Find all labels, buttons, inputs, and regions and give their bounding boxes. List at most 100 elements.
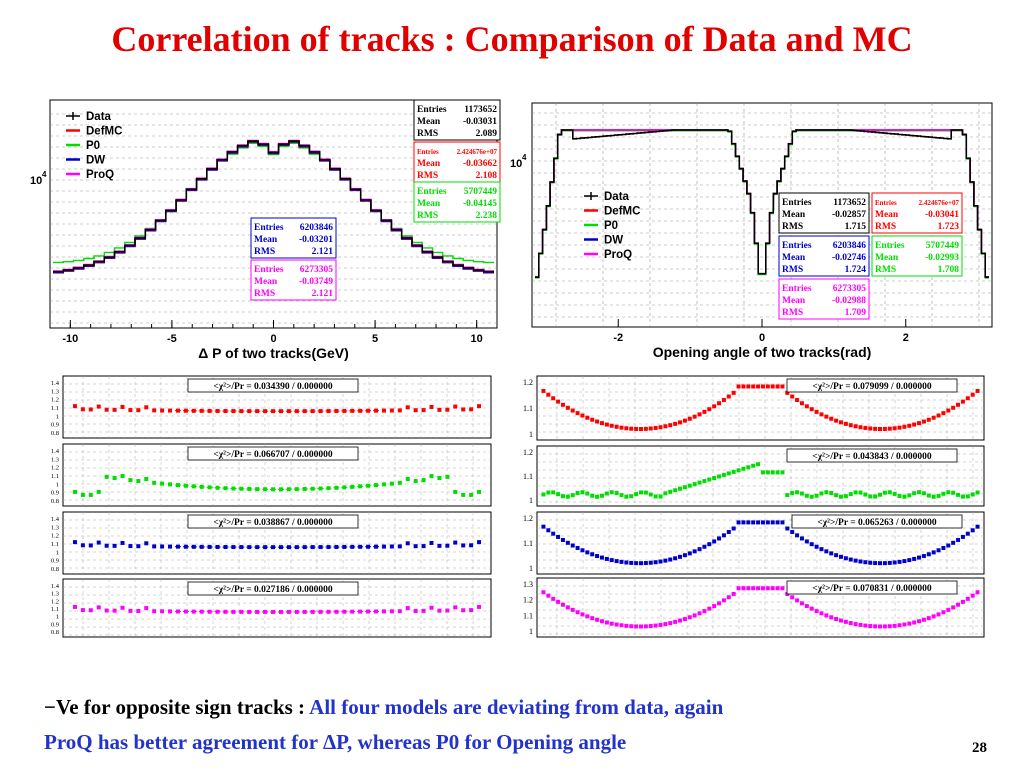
ratio-point bbox=[965, 494, 970, 499]
ratio-point bbox=[663, 558, 668, 563]
ratio-point bbox=[926, 493, 931, 498]
stats-label: RMS bbox=[875, 222, 896, 232]
ratio-point bbox=[629, 560, 634, 565]
ang-stats-proq: Entries 6273305 Mean -0.02988 RMS 1.709 bbox=[778, 278, 870, 320]
ratio-point bbox=[72, 489, 77, 494]
ratio-point bbox=[951, 405, 956, 410]
ratio-point bbox=[96, 540, 101, 545]
ratio-point bbox=[760, 586, 765, 591]
ratio-point bbox=[951, 490, 956, 495]
ratio-point bbox=[168, 544, 173, 549]
stats-label: Entries bbox=[417, 105, 447, 115]
ratio-point bbox=[551, 531, 556, 536]
ratio-point bbox=[648, 624, 653, 629]
ratio-point bbox=[128, 408, 133, 413]
ratio-point bbox=[469, 407, 474, 412]
ratio-point bbox=[926, 552, 931, 557]
ratio-point bbox=[712, 539, 717, 544]
ratio-point bbox=[965, 596, 970, 601]
ratio-point bbox=[721, 472, 726, 477]
ratio-point bbox=[804, 404, 809, 409]
ratio-point bbox=[946, 607, 951, 612]
ratio-point bbox=[756, 520, 761, 525]
ratio-point bbox=[104, 608, 109, 613]
ratio-point bbox=[595, 554, 600, 559]
r_ang_defmc-chi2-box bbox=[786, 378, 958, 393]
ratio-point bbox=[702, 479, 707, 484]
stats-value: -0.03031 bbox=[463, 117, 497, 127]
ratio-point bbox=[770, 520, 775, 525]
stats-value: -0.03201 bbox=[299, 235, 333, 245]
ratio-point bbox=[917, 490, 922, 495]
stats-label: RMS bbox=[875, 265, 896, 275]
ratio-point bbox=[668, 423, 673, 428]
ratio-point bbox=[88, 608, 93, 613]
ratio-point bbox=[921, 554, 926, 559]
dp-x-tick-label: -10 bbox=[62, 333, 78, 345]
stats-value: 1.715 bbox=[845, 222, 867, 232]
legend: Data DefMC P0 DW ProQ bbox=[584, 191, 640, 261]
stats-box-frame bbox=[871, 192, 963, 234]
ratio-point bbox=[970, 528, 975, 533]
ratio-point bbox=[878, 492, 883, 497]
ratio-point bbox=[160, 408, 165, 413]
ratio-y-tick-label: 1.1 bbox=[51, 606, 59, 613]
ratio-y-tick-label: 0.8 bbox=[51, 629, 59, 636]
legend-label-p0: P0 bbox=[604, 220, 618, 232]
r_ang_p0-chi2-label: <χ²>/Pr = 0.043843 / 0.000000 bbox=[812, 452, 932, 462]
r_dp_dw-panel: 1.41.3 1.21.11 0.90.8 <χ²>/Pr = 0.038867 / … bbox=[51, 511, 492, 575]
ratio-point bbox=[707, 407, 712, 412]
ratio-point bbox=[834, 493, 839, 498]
ratio-point bbox=[897, 559, 902, 564]
ratio-point bbox=[590, 616, 595, 621]
ratio-y-tick-label: 1.1 bbox=[523, 539, 533, 548]
ratio-point bbox=[152, 544, 157, 549]
ratio-y-tick-label: 1 bbox=[529, 564, 533, 573]
ratio-point bbox=[453, 605, 458, 610]
stats-value: -0.02857 bbox=[832, 210, 866, 220]
ratio-point bbox=[731, 526, 736, 531]
ratio-point bbox=[921, 491, 926, 496]
ratio-point bbox=[668, 621, 673, 626]
ratio-point bbox=[863, 623, 868, 628]
r_dp_dw-chi2-label: <χ²>/Pr = 0.038867 / 0.000000 bbox=[213, 518, 333, 528]
legend-label-proq: ProQ bbox=[604, 249, 632, 261]
ratio-point bbox=[770, 384, 775, 389]
ratio-y-tick-label: 0.9 bbox=[51, 490, 59, 497]
stats-label: Entries bbox=[875, 199, 897, 207]
ratio-point bbox=[673, 619, 678, 624]
ratio-y-tick-label: 1.2 bbox=[523, 514, 533, 523]
ratio-point bbox=[643, 490, 648, 495]
ratio-point bbox=[746, 520, 751, 525]
ratio-point bbox=[128, 544, 133, 549]
dp-y-tick-label: 10 bbox=[30, 175, 42, 187]
ratio-y-tick-label: 1.2 bbox=[523, 448, 533, 457]
ratio-point bbox=[868, 560, 873, 565]
ratio-point bbox=[609, 490, 614, 495]
ratio-point bbox=[838, 420, 843, 425]
ratio-point bbox=[168, 482, 173, 487]
ratio-point bbox=[96, 404, 101, 409]
ratio-point bbox=[152, 480, 157, 485]
ratio-point bbox=[775, 384, 780, 389]
ratio-point bbox=[829, 416, 834, 421]
ratio-y-tick-label: 1 bbox=[56, 413, 59, 420]
stats-value: 6273305 bbox=[833, 284, 867, 294]
ratio-point bbox=[829, 615, 834, 620]
ratio-point bbox=[848, 423, 853, 428]
ratio-point bbox=[668, 489, 673, 494]
ratio-point bbox=[853, 558, 858, 563]
ratio-point bbox=[389, 609, 394, 614]
ratio-point bbox=[609, 423, 614, 428]
ratio-point bbox=[741, 586, 746, 591]
stats-label: Entries bbox=[782, 284, 812, 294]
ratio-point bbox=[785, 526, 790, 531]
dp-y-tick-exp: 4 bbox=[42, 170, 47, 179]
ratio-point bbox=[658, 425, 663, 430]
dp-stats-proq: Entries 6273305 Mean -0.03749 RMS 2.121 bbox=[250, 259, 337, 301]
ratio-point bbox=[629, 494, 634, 499]
ratio-point bbox=[897, 494, 902, 499]
legend-label-defmc: DefMC bbox=[604, 206, 640, 218]
ratio-point bbox=[717, 536, 722, 541]
ratio-point bbox=[678, 420, 683, 425]
